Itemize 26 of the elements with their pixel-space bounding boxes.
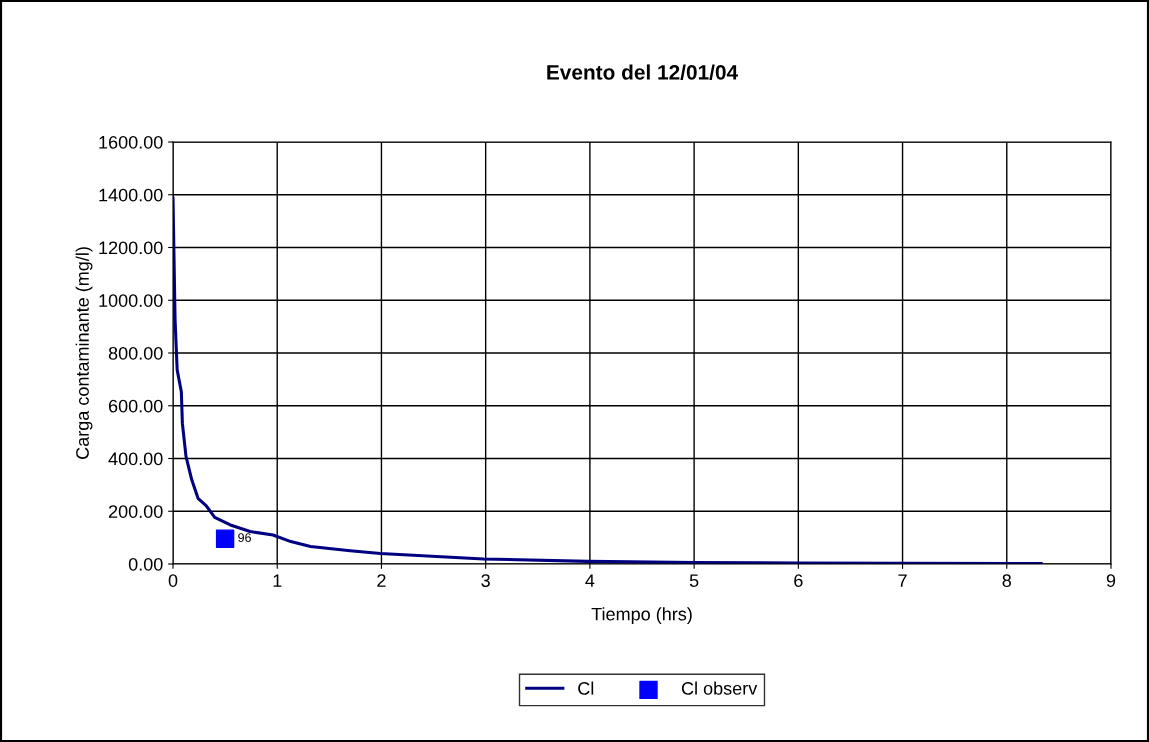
x-tick-label: 5 [689,574,699,587]
x-axis-title: Tiempo (hrs) [591,607,692,625]
chart-title: Evento del 12/01/04 [547,64,739,80]
y-tick-label: 0.00 [128,557,163,571]
x-tick-label: 1 [273,574,282,587]
y-tick-label: 1600.00 [99,135,163,149]
x-tick-label: 2 [377,574,386,587]
legend-label: Cl observ [681,681,758,695]
x-tick-label: 0 [168,574,178,587]
y-tick-label: 800.00 [108,346,163,360]
y-tick-label: 1200.00 [99,241,163,255]
line-series [173,196,1043,564]
x-tick-label: 8 [1002,574,1012,587]
data-label: 96 [238,533,251,543]
legend-label: Cl [578,681,594,695]
x-tick-label: 6 [794,574,803,587]
y-tick-label: 400.00 [108,452,163,466]
x-tick-label: 9 [1106,574,1116,587]
y-tick-label: 600.00 [108,399,163,413]
x-tick-label: 4 [585,574,595,587]
y-tick-label: 1000.00 [99,294,163,307]
y-tick-label: 200.00 [108,505,163,518]
y-axis-title: Carga contaminante (mg/l) [75,247,93,459]
y-tick-label: 1400.00 [99,188,163,202]
x-tick-label: 3 [481,574,490,587]
x-tick-label: 7 [898,574,907,587]
